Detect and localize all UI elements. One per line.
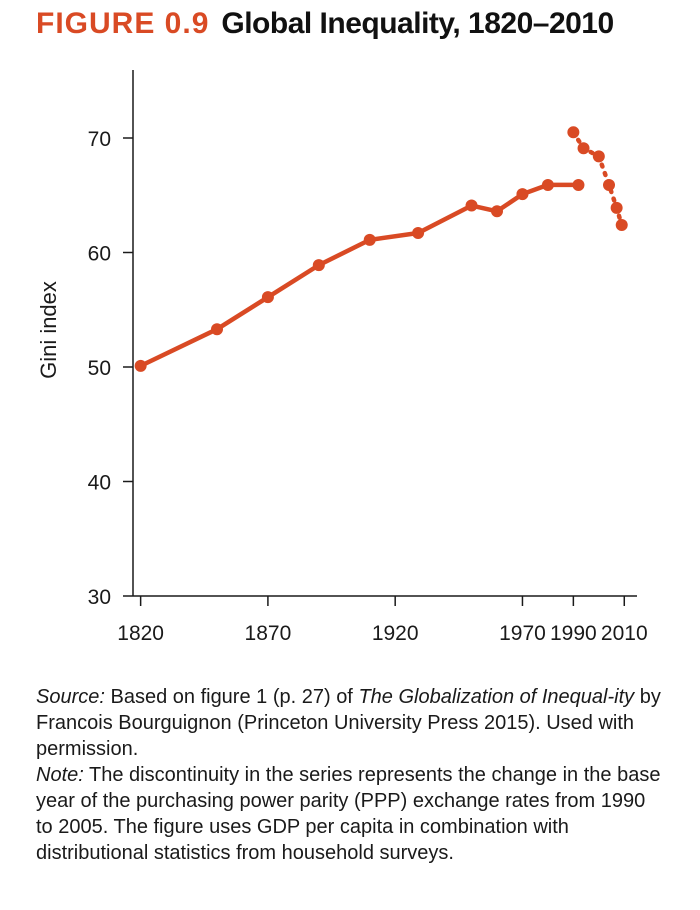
data-point-solid xyxy=(363,233,376,246)
data-point-dotted xyxy=(603,178,615,191)
data-point-solid xyxy=(261,291,274,304)
y-tick-label: 50 xyxy=(88,357,111,380)
y-tick-label: 70 xyxy=(88,128,111,151)
y-tick-label: 30 xyxy=(88,586,111,609)
data-point-dotted xyxy=(592,150,605,163)
data-point-solid xyxy=(491,205,503,218)
source-label: Source: xyxy=(36,686,105,708)
figure-title: FIGURE 0.9 Global Inequality, 1820–2010 xyxy=(36,4,614,44)
chart-axes xyxy=(132,70,637,597)
y-tick-label: 60 xyxy=(88,243,111,266)
data-point-solid xyxy=(134,359,147,372)
y-tick-label: 40 xyxy=(88,472,111,495)
data-point-dotted xyxy=(615,219,628,232)
data-point-solid xyxy=(412,227,425,240)
data-point-dotted xyxy=(577,142,590,155)
gini-line-chart: 30 40 50 60 70 1820 1870 1920 1970 1990 2010 Gini … xyxy=(36,70,648,645)
source-book-title: The Globalization of Inequal-ity xyxy=(358,686,635,708)
chart-series xyxy=(134,126,628,372)
note-paragraph: Note: The discontinuity in the series re… xyxy=(36,762,664,866)
y-axis-label: Gini index xyxy=(36,281,61,379)
source-text-1: Based on figure 1 (p. 27) of xyxy=(104,686,359,708)
figure-caption: Source: Based on figure 1 (p. 27) of The… xyxy=(36,684,664,866)
x-tick-label: 1820 xyxy=(117,622,164,645)
data-point-solid xyxy=(211,323,223,336)
series-solid-line xyxy=(138,182,581,369)
chart-ticks: 30 40 50 60 70 1820 1870 1920 1970 1990 2010 xyxy=(88,128,648,645)
data-point-solid xyxy=(516,188,529,201)
figure-title-text: Global Inequality, 1820–2010 xyxy=(221,7,614,40)
source-text-2: by Francois Bourguignon (Princeton Unive… xyxy=(36,686,661,760)
x-tick-label: 1990 xyxy=(550,622,597,645)
data-point-solid xyxy=(465,199,478,212)
x-tick-label: 1920 xyxy=(372,622,419,645)
note-label: Note: xyxy=(36,764,84,786)
note-text: The discontinuity in the series represen… xyxy=(36,764,661,864)
source-paragraph: Source: Based on figure 1 (p. 27) of The… xyxy=(36,684,664,762)
data-point-solid xyxy=(312,259,325,272)
figure-label: FIGURE 0.9 xyxy=(36,7,210,40)
data-point-solid xyxy=(572,178,585,191)
data-point-dotted xyxy=(610,201,623,214)
data-point-solid xyxy=(541,178,554,191)
x-tick-label: 1970 xyxy=(499,622,546,645)
data-point-dotted xyxy=(567,126,580,139)
x-tick-label: 2010 xyxy=(601,622,648,645)
x-tick-label: 1870 xyxy=(245,622,292,645)
